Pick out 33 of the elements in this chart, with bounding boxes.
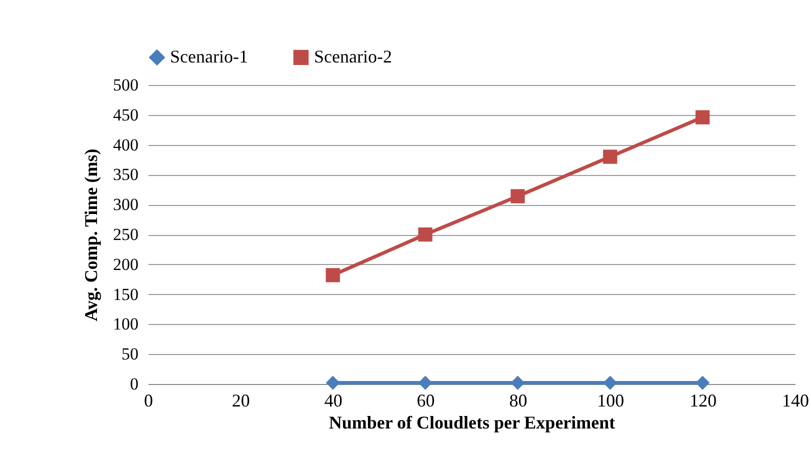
y-tick-label: 400 (113, 135, 138, 154)
point (418, 376, 432, 390)
y-axis-title: Avg. Comp. Time (ms) (81, 148, 101, 322)
y-tick-label: 150 (113, 284, 138, 304)
y-tick-label: 0 (130, 374, 138, 394)
legend-label: Scenario-1 (170, 46, 248, 66)
y-tick-label: 100 (113, 314, 138, 334)
y-tick-label: 450 (113, 105, 138, 124)
point (326, 268, 340, 282)
point (510, 189, 525, 204)
point (326, 376, 340, 390)
y-tick-label: 350 (113, 165, 138, 184)
point (603, 150, 618, 164)
point (696, 376, 710, 390)
point (696, 110, 710, 124)
x-tick-label: 60 (416, 390, 435, 410)
y-tick-label: 250 (113, 225, 138, 244)
x-axis-title: Number of Cloudlets per Experiment (328, 412, 616, 432)
x-tick-label: 80 (509, 390, 528, 410)
y-tick-label: 500 (113, 76, 138, 94)
legend-label: Scenario-2 (314, 46, 392, 66)
y-tick-label: 300 (113, 195, 138, 214)
point (510, 376, 525, 390)
x-tick-label: 40 (324, 390, 342, 410)
x-tick-label: 140 (782, 390, 809, 410)
y-tick-label: 200 (113, 254, 138, 274)
x-tick-label: 120 (690, 390, 717, 410)
x-tick-label: 0 (144, 390, 153, 410)
y-tick-label: 50 (122, 344, 138, 364)
point (603, 376, 618, 390)
x-tick-label: 20 (232, 390, 250, 410)
point (418, 227, 432, 242)
x-tick-label: 100 (597, 390, 624, 410)
